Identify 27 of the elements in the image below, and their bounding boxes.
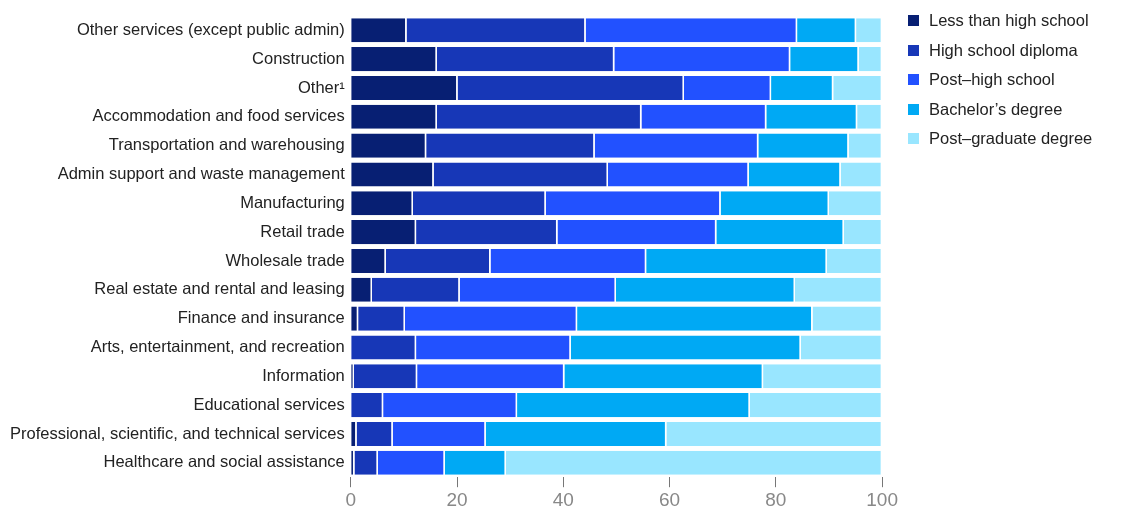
y-tick-label: Retail trade	[260, 221, 345, 240]
x-tick-label: 80	[765, 488, 787, 510]
y-tick-label: Admin support and waste management	[57, 164, 346, 183]
legend-label: High school diploma	[929, 40, 1078, 60]
y-tick-label: Real estate and rental and leasing	[94, 279, 345, 298]
y-tick-label: Professional, scientific, and technical services	[9, 423, 345, 442]
x-tick-label: 100	[866, 488, 898, 510]
x-tick-label: 40	[552, 488, 574, 510]
y-tick-label: Educational services	[193, 394, 345, 413]
legend-label: Post–high school	[929, 70, 1055, 90]
legend-label: Post–graduate degree	[929, 129, 1093, 149]
x-tick-label: 20	[446, 488, 468, 510]
y-tick-label: Wholesale trade	[225, 250, 345, 269]
y-tick-label: Accommodation and food services	[92, 106, 345, 125]
y-tick-label: Other services (except public admin)	[76, 19, 345, 38]
legend-label: Bachelor’s degree	[929, 99, 1063, 119]
y-tick-label: Arts, entertainment, and recreation	[90, 337, 345, 356]
legend-label: Less than high school	[929, 11, 1089, 31]
y-tick-label: Information	[262, 365, 345, 384]
y-tick-label: Finance and insurance	[177, 308, 345, 327]
x-tick-label: 60	[659, 488, 681, 510]
y-tick-label: Healthcare and social assistance	[103, 452, 345, 471]
y-tick-label: Construction	[252, 48, 345, 67]
y-tick-label: Manufacturing	[240, 192, 345, 211]
y-tick-label: Transportation and warehousing	[108, 135, 345, 154]
x-tick-label: 0	[345, 488, 357, 510]
y-tick-label: Other¹	[297, 77, 346, 96]
